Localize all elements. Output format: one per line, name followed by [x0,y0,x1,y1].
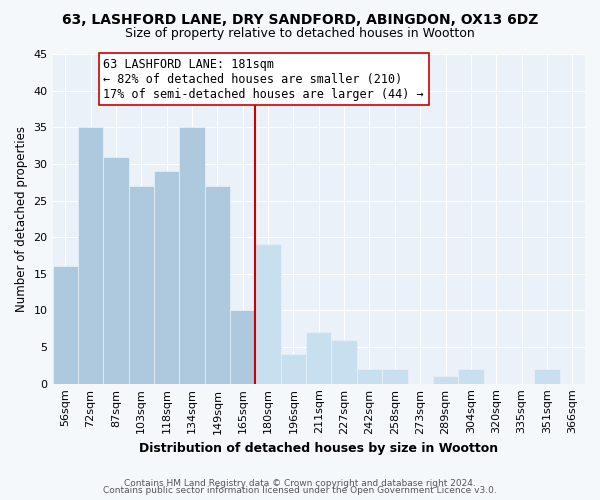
Bar [357,369,382,384]
X-axis label: Distribution of detached houses by size in Wootton: Distribution of detached houses by size … [139,442,499,455]
Bar [331,340,357,384]
Bar [256,244,281,384]
Text: Size of property relative to detached houses in Wootton: Size of property relative to detached ho… [125,28,475,40]
Bar [281,354,306,384]
Bar [205,186,230,384]
Text: Contains HM Land Registry data © Crown copyright and database right 2024.: Contains HM Land Registry data © Crown c… [124,478,476,488]
Bar [458,369,484,384]
Bar [154,171,179,384]
Bar [128,186,154,384]
Text: 63 LASHFORD LANE: 181sqm
← 82% of detached houses are smaller (210)
17% of semi-: 63 LASHFORD LANE: 181sqm ← 82% of detach… [103,58,424,100]
Bar [534,369,560,384]
Bar [306,332,331,384]
Bar [53,266,78,384]
Bar [382,369,407,384]
Bar [103,156,128,384]
Text: Contains public sector information licensed under the Open Government Licence v3: Contains public sector information licen… [103,486,497,495]
Y-axis label: Number of detached properties: Number of detached properties [15,126,28,312]
Bar [179,128,205,384]
Bar [433,376,458,384]
Text: 63, LASHFORD LANE, DRY SANDFORD, ABINGDON, OX13 6DZ: 63, LASHFORD LANE, DRY SANDFORD, ABINGDO… [62,12,538,26]
Bar [230,310,256,384]
Bar [78,128,103,384]
